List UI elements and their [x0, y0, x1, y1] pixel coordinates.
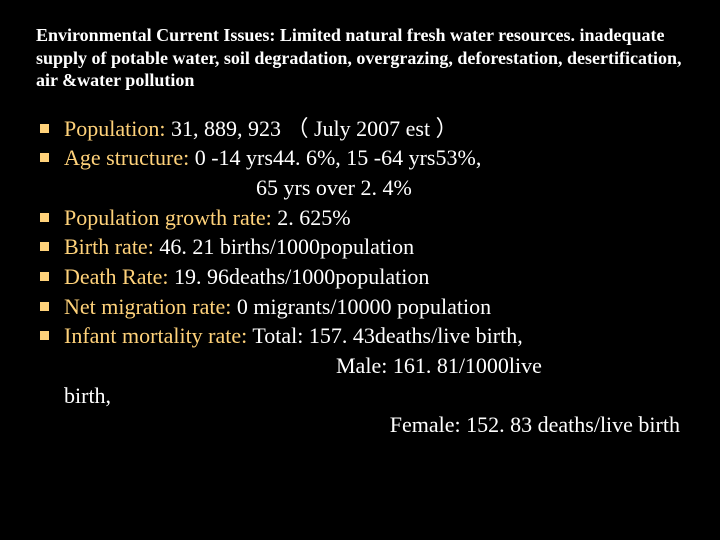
- population-label: Population:: [64, 116, 165, 141]
- infant-label: Infant mortality rate:: [64, 323, 247, 348]
- growth-label: Population growth rate:: [64, 205, 272, 230]
- death-label: Death Rate:: [64, 264, 168, 289]
- age-continuation: 65 yrs over 2. 4%: [36, 173, 688, 203]
- slide-heading: Environmental Current Issues: Limited na…: [36, 24, 688, 92]
- netmig-value: 0 migrants/10000 population: [231, 294, 491, 319]
- birth-label: Birth rate:: [64, 234, 154, 259]
- list-item: Net migration rate: 0 migrants/10000 pop…: [36, 292, 688, 322]
- infant-male-line2: birth,: [36, 381, 688, 411]
- population-value: 31, 889, 923 （ July 2007 est ）: [165, 116, 457, 141]
- growth-value: 2. 625%: [272, 205, 351, 230]
- netmig-label: Net migration rate:: [64, 294, 231, 319]
- list-item: Birth rate: 46. 21 births/1000population: [36, 232, 688, 262]
- infant-value: Total: 157. 43deaths/live birth,: [247, 323, 522, 348]
- stat-list: Population: 31, 889, 923 （ July 2007 est…: [36, 114, 688, 173]
- infant-female-line: Female: 152. 83 deaths/live birth: [36, 410, 688, 440]
- list-item: Infant mortality rate: Total: 157. 43dea…: [36, 321, 688, 351]
- age-label: Age structure:: [64, 145, 189, 170]
- list-item: Death Rate: 19. 96deaths/1000population: [36, 262, 688, 292]
- list-item: Population growth rate: 2. 625%: [36, 203, 688, 233]
- death-value: 19. 96deaths/1000population: [168, 264, 429, 289]
- birth-value: 46. 21 births/1000population: [154, 234, 414, 259]
- stat-list-2: Population growth rate: 2. 625% Birth ra…: [36, 203, 688, 351]
- infant-male-line: Male: 161. 81/1000live: [36, 351, 688, 381]
- list-item: Age structure: 0 -14 yrs44. 6%, 15 -64 y…: [36, 143, 688, 173]
- age-value: 0 -14 yrs44. 6%, 15 -64 yrs53%,: [189, 145, 481, 170]
- list-item: Population: 31, 889, 923 （ July 2007 est…: [36, 114, 688, 144]
